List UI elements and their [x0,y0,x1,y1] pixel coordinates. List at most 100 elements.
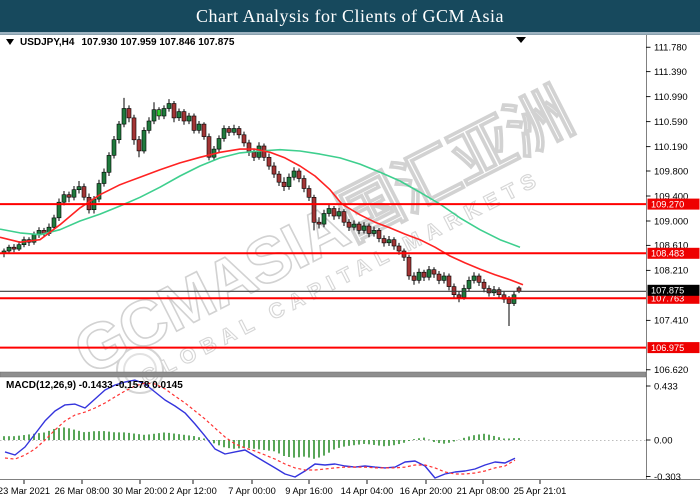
price-level-badge [647,198,700,210]
candle-body [6,246,12,252]
candle-body [11,246,17,250]
candle-body [471,275,477,281]
candle-body [241,134,247,144]
candle-body [376,230,382,239]
chevron-down-icon[interactable] [6,39,14,46]
candle-body [476,275,482,283]
price-level-badge-label: 106.975 [651,343,684,353]
candle-body [496,289,502,296]
price-level-badge [647,247,700,259]
candle-body [96,183,102,200]
candle-body [216,138,222,150]
candle-body [206,136,212,158]
time-axis-label[interactable]: 14 Apr 04:00 [341,486,394,496]
ohlc-values: 107.930 107.959 107.846 107.875 [81,37,235,48]
candle-body [361,225,367,231]
candle-body [426,269,432,278]
candle-body [131,117,137,141]
candle-body [221,128,227,139]
price-axis-label: 111.390 [654,67,687,78]
candle-body [276,173,282,183]
candle-body [266,157,272,167]
candle-body [396,245,402,252]
candle-body [251,152,257,158]
page-title: Chart Analysis for Clients of GCM Asia [196,5,504,26]
candle-body [291,170,297,178]
candle-body [336,211,342,217]
candle-body [416,271,422,281]
time-axis-label[interactable]: 25 Apr 21:01 [514,486,567,496]
macd-histogram [3,427,520,459]
candle-body [181,111,187,122]
price-axis-label: 108.210 [654,266,688,277]
candle-body [436,273,442,281]
candle-body [231,128,237,133]
candle-body [321,213,327,225]
time-axis-label[interactable]: 30 Mar 20:00 [113,486,168,496]
candle-body [431,269,437,275]
price-axis-label: 109.000 [654,216,688,227]
candle-body [106,155,112,173]
candle-body [306,188,312,198]
time-axis-label[interactable]: 23 Mar 2021 [0,486,50,496]
price-level-badge [647,292,700,304]
candle-body [346,221,352,228]
bar-shift-marker-icon[interactable] [516,37,526,43]
candle-body [56,201,62,219]
price-axis-label: 106.620 [654,365,688,376]
time-axis-label[interactable]: 26 Mar 08:00 [55,486,110,496]
candle-body [66,194,72,198]
candle-body [16,244,22,250]
candle-body [411,275,417,281]
candle-body [76,186,82,191]
price-axis-label: 109.400 [654,191,688,202]
candle-body [136,139,142,152]
candle-body [481,281,487,289]
price-axis-label: 111.780 [654,43,687,54]
candle-body [351,223,357,228]
time-axis-label[interactable]: 9 Apr 16:00 [285,486,333,496]
candle-body [171,103,177,119]
candle-body [176,111,182,119]
time-axis-label[interactable]: 2 Apr 12:00 [169,486,217,496]
candle-body [316,221,322,225]
candle-body [391,239,397,247]
candle-body [506,298,512,304]
current-price-badge-label: 107.875 [651,286,684,296]
candle-body [201,123,207,137]
candle-body [461,288,467,298]
price-level-badge [647,342,700,354]
price-axis-label: 109.800 [654,166,688,177]
candle-body [191,115,197,131]
price-axis-label: 108.610 [654,241,688,252]
candle-body [166,103,172,109]
candle-body [271,165,277,175]
time-axis-label[interactable]: 7 Apr 00:00 [228,486,276,496]
macd-pane[interactable] [0,378,646,479]
time-axis-label[interactable]: 21 Apr 08:00 [457,486,510,496]
candle-body [301,178,307,189]
candle-body [466,280,472,289]
price-axis-label: 110.590 [654,117,688,128]
title-bar: Chart Analysis for Clients of GCM Asia [0,0,700,34]
candle-body [151,109,157,122]
ma-slow-line [0,148,521,248]
candle-body [446,275,452,287]
candle-body [226,128,232,133]
candle-body [326,208,332,214]
candle-body [71,189,77,198]
candle-body [61,194,67,203]
macd-indicator-label: MACD(12,26,9) -0.1433 -0.1578 0.0145 [6,380,183,391]
ma-fast-line [0,148,524,286]
candle-body [341,211,347,223]
price-level-badge-label: 108.483 [651,249,684,259]
candle-body [286,176,292,187]
pane-separator[interactable] [0,371,647,378]
candle-body [246,142,252,153]
candle-body [236,128,242,136]
candle-body [196,123,202,131]
time-axis-label[interactable]: 16 Apr 20:00 [400,486,453,496]
candle-body [161,108,167,117]
macd-axis-label: -0.303 [654,472,681,483]
